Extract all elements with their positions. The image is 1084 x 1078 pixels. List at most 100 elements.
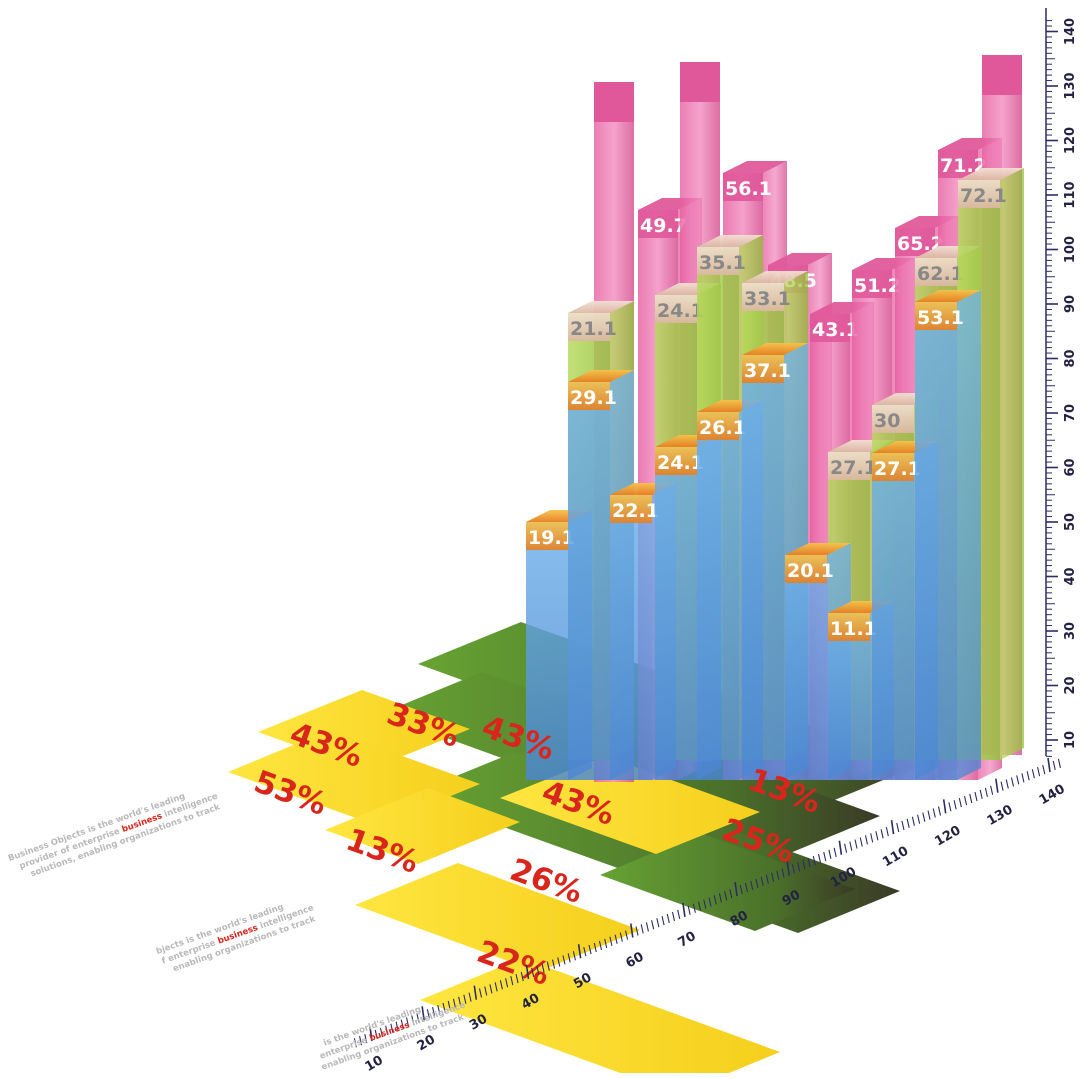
depth-axis-tick <box>458 996 462 1006</box>
blue-bar-cap <box>697 412 739 440</box>
depth-axis-tick <box>452 998 456 1009</box>
blue-bar-side <box>957 290 981 780</box>
floor-yellow-strip <box>325 788 520 864</box>
depth-axis-tick <box>557 957 561 967</box>
depth-axis-tick <box>932 808 936 818</box>
blue-bar-cap <box>785 555 827 583</box>
depth-axis-tick <box>416 1013 420 1023</box>
blue-bar: 53.1 <box>915 290 981 780</box>
green-bar-cap <box>872 405 914 433</box>
blue-bar-cap <box>742 355 784 383</box>
depth-axis-tick <box>854 839 858 849</box>
blurb-2: bjects is the world's leading f enterpri… <box>155 892 322 978</box>
vertical-axis-tick-label: 70 <box>1063 404 1078 422</box>
depth-axis-tick-label: 140 <box>1037 782 1068 809</box>
depth-axis-tick <box>520 971 524 982</box>
green-bar-cap <box>568 313 610 341</box>
depth-axis-tick <box>421 1006 425 1021</box>
depth-axis-tick <box>499 980 503 990</box>
depth-axis-tick <box>468 992 472 1002</box>
depth-axis-tick <box>645 922 649 932</box>
depth-axis-tick <box>353 1038 357 1048</box>
vertical-axis-tick-label: 130 <box>1063 72 1078 99</box>
depth-axis-tick <box>791 864 795 874</box>
depth-axis-tick <box>781 868 785 878</box>
pink-column-cap <box>982 55 1022 95</box>
blue-bar-front <box>610 495 652 780</box>
depth-axis-tick <box>515 973 519 984</box>
depth-axis-tick <box>614 934 618 944</box>
depth-axis-tick <box>995 778 999 793</box>
depth-axis-tick <box>661 916 665 926</box>
pink-bar-cap <box>895 228 935 256</box>
green-bar-label: 33.1 <box>744 288 791 310</box>
depth-axis-tick <box>880 829 884 839</box>
depth-axis-tick <box>364 1033 368 1044</box>
depth-axis-tick <box>432 1007 436 1017</box>
green-bar-cap <box>697 247 739 275</box>
depth-axis-tick <box>844 843 848 853</box>
vertical-axis-tick-label: 100 <box>1063 236 1078 263</box>
pink-column-cap <box>594 82 634 122</box>
vertical-axis-tick-label: 20 <box>1063 676 1078 694</box>
depth-axis-tick-label: 130 <box>985 802 1016 829</box>
blue-bar-label: 24.1 <box>657 452 704 474</box>
blurb-3-line-2: enterprise business intelligence <box>318 1000 467 1061</box>
depth-axis-tick <box>1021 773 1025 783</box>
vertical-axis-tick-label: 10 <box>1063 731 1078 749</box>
pink-bar-top <box>768 253 832 265</box>
depth-axis-tick <box>802 860 806 870</box>
depth-axis-tick <box>911 816 915 826</box>
depth-axis-tick <box>917 814 921 824</box>
pink-bar-cap <box>852 270 892 298</box>
depth-axis-tick <box>927 810 931 820</box>
green-bar-label: 30 <box>874 410 900 432</box>
depth-axis-tick <box>359 1036 363 1046</box>
depth-axis-tick <box>765 874 769 884</box>
green-bar-cap <box>742 283 784 311</box>
blue-bar-cap <box>915 302 957 330</box>
vertical-axis-tick-label: 30 <box>1063 622 1078 640</box>
depth-axis-tick <box>750 880 754 891</box>
depth-axis-tick <box>979 789 983 800</box>
blurb-2-line-2: f enterprise business intelligence <box>160 903 315 967</box>
depth-axis-tick <box>598 940 603 951</box>
blue-bar-front <box>785 555 827 780</box>
depth-axis-tick <box>964 795 968 806</box>
floor-yellow-strip <box>420 958 780 1078</box>
depth-axis-tick <box>369 1026 373 1042</box>
depth-axis-tick <box>1016 775 1020 785</box>
depth-axis-tick <box>567 953 571 963</box>
depth-axis-tick <box>505 978 509 988</box>
depth-axis-tick <box>739 884 743 895</box>
blue-bar-cap <box>568 382 610 410</box>
blue-bar-label: 11.1 <box>830 618 877 640</box>
depth-axis-tick <box>698 901 702 911</box>
floor-green-strip <box>600 833 855 931</box>
depth-axis-tick <box>838 840 843 855</box>
depth-axis-tick <box>671 911 676 922</box>
pink-bar-label: 56.1 <box>725 178 772 200</box>
blue-bar-front <box>915 302 957 780</box>
depth-axis-tick <box>640 924 644 934</box>
depth-axis-tick <box>426 1009 430 1019</box>
vertical-axis-tick-label: 60 <box>1063 458 1078 476</box>
depth-axis-tick <box>870 833 874 843</box>
blue-bar-cap <box>610 495 652 523</box>
depth-axis-tick <box>990 785 994 795</box>
green-bar-label: 62.1 <box>917 263 964 285</box>
depth-axis-tick <box>484 986 488 996</box>
green-bar-cap <box>915 258 957 286</box>
blue-bar-label: 29.1 <box>570 387 617 409</box>
depth-axis-tick <box>771 872 775 882</box>
depth-axis-tick <box>885 827 889 837</box>
pink-bar-cap <box>938 150 978 178</box>
green-bar-label: 72.1 <box>960 185 1007 207</box>
blue-bar-front <box>742 355 784 780</box>
depth-axis-tick <box>677 909 681 920</box>
depth-axis-tick <box>755 878 759 888</box>
depth-axis-tick <box>437 1004 441 1015</box>
depth-axis-tick <box>593 942 597 953</box>
depth-axis-tick <box>776 870 780 880</box>
depth-axis-tick <box>937 806 942 816</box>
